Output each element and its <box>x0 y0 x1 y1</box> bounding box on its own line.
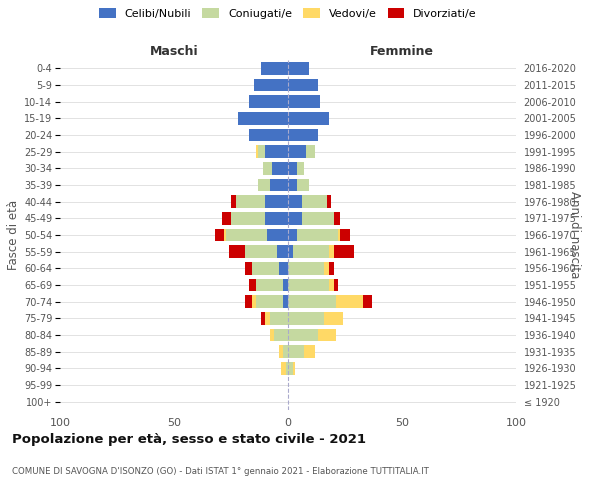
Bar <box>288 296 336 308</box>
Bar <box>251 262 279 274</box>
Bar <box>302 212 334 224</box>
Bar <box>288 112 329 124</box>
Bar <box>340 229 350 241</box>
Bar <box>249 279 256 291</box>
Bar <box>297 229 338 241</box>
Bar <box>329 279 334 291</box>
Bar <box>329 246 334 258</box>
Bar <box>265 146 288 158</box>
Legend: Celibi/Nubili, Coniugati/e, Vedovi/e, Divorziati/e: Celibi/Nubili, Coniugati/e, Vedovi/e, Di… <box>99 8 477 19</box>
Bar <box>268 229 288 241</box>
Bar <box>231 196 236 208</box>
Bar <box>251 296 256 308</box>
Bar <box>283 279 288 291</box>
Bar <box>270 312 288 324</box>
Bar <box>277 246 288 258</box>
Bar <box>222 212 231 224</box>
Bar <box>272 162 288 174</box>
Bar <box>256 146 259 158</box>
Bar <box>279 346 283 358</box>
Bar <box>288 62 308 74</box>
Bar <box>229 246 245 258</box>
Bar <box>288 196 302 208</box>
Text: COMUNE DI SAVOGNA D'ISONZO (GO) - Dati ISTAT 1° gennaio 2021 - Elaborazione TUTT: COMUNE DI SAVOGNA D'ISONZO (GO) - Dati I… <box>12 468 429 476</box>
Bar <box>245 296 251 308</box>
Bar <box>281 362 286 374</box>
Bar <box>327 196 331 208</box>
Bar <box>256 279 283 291</box>
Bar <box>245 246 277 258</box>
Bar <box>288 179 297 192</box>
Bar <box>249 129 288 141</box>
Bar <box>265 312 270 324</box>
Bar <box>256 296 283 308</box>
Bar <box>363 296 373 308</box>
Bar <box>238 112 288 124</box>
Bar <box>288 96 320 108</box>
Bar <box>286 362 288 374</box>
Bar <box>265 212 288 224</box>
Bar <box>260 312 265 324</box>
Text: Maschi: Maschi <box>149 46 199 59</box>
Bar <box>334 246 354 258</box>
Bar <box>288 212 302 224</box>
Bar <box>302 196 327 208</box>
Bar <box>325 312 343 324</box>
Bar <box>288 229 297 241</box>
Bar <box>226 229 268 241</box>
Bar <box>245 262 251 274</box>
Bar <box>288 262 325 274</box>
Bar <box>224 229 226 241</box>
Bar <box>279 262 288 274</box>
Bar <box>288 246 293 258</box>
Bar <box>260 62 288 74</box>
Bar <box>270 179 288 192</box>
Bar <box>249 96 288 108</box>
Bar <box>325 262 329 274</box>
Bar <box>317 329 336 341</box>
Y-axis label: Fasce di età: Fasce di età <box>7 200 20 270</box>
Bar <box>288 146 306 158</box>
Text: Popolazione per età, sesso e stato civile - 2021: Popolazione per età, sesso e stato civil… <box>12 432 366 446</box>
Bar <box>283 296 288 308</box>
Bar <box>231 212 265 224</box>
Bar <box>297 179 308 192</box>
Bar <box>293 362 295 374</box>
Bar <box>336 296 363 308</box>
Text: Femmine: Femmine <box>370 46 434 59</box>
Bar <box>215 229 224 241</box>
Bar <box>254 79 288 92</box>
Bar <box>236 196 265 208</box>
Bar <box>288 129 317 141</box>
Bar <box>288 362 293 374</box>
Bar <box>306 146 316 158</box>
Bar <box>334 279 338 291</box>
Bar <box>270 329 274 341</box>
Bar <box>297 162 304 174</box>
Bar <box>259 146 265 158</box>
Bar <box>263 162 272 174</box>
Bar <box>288 329 317 341</box>
Bar <box>329 262 334 274</box>
Bar <box>304 346 316 358</box>
Bar <box>288 279 329 291</box>
Bar <box>288 346 304 358</box>
Bar <box>288 162 297 174</box>
Bar <box>265 196 288 208</box>
Bar <box>274 329 288 341</box>
Bar <box>259 179 270 192</box>
Y-axis label: Anni di nascita: Anni di nascita <box>568 192 581 278</box>
Bar <box>288 312 325 324</box>
Bar <box>288 79 317 92</box>
Bar <box>334 212 340 224</box>
Bar <box>338 229 340 241</box>
Bar <box>283 346 288 358</box>
Bar <box>293 246 329 258</box>
